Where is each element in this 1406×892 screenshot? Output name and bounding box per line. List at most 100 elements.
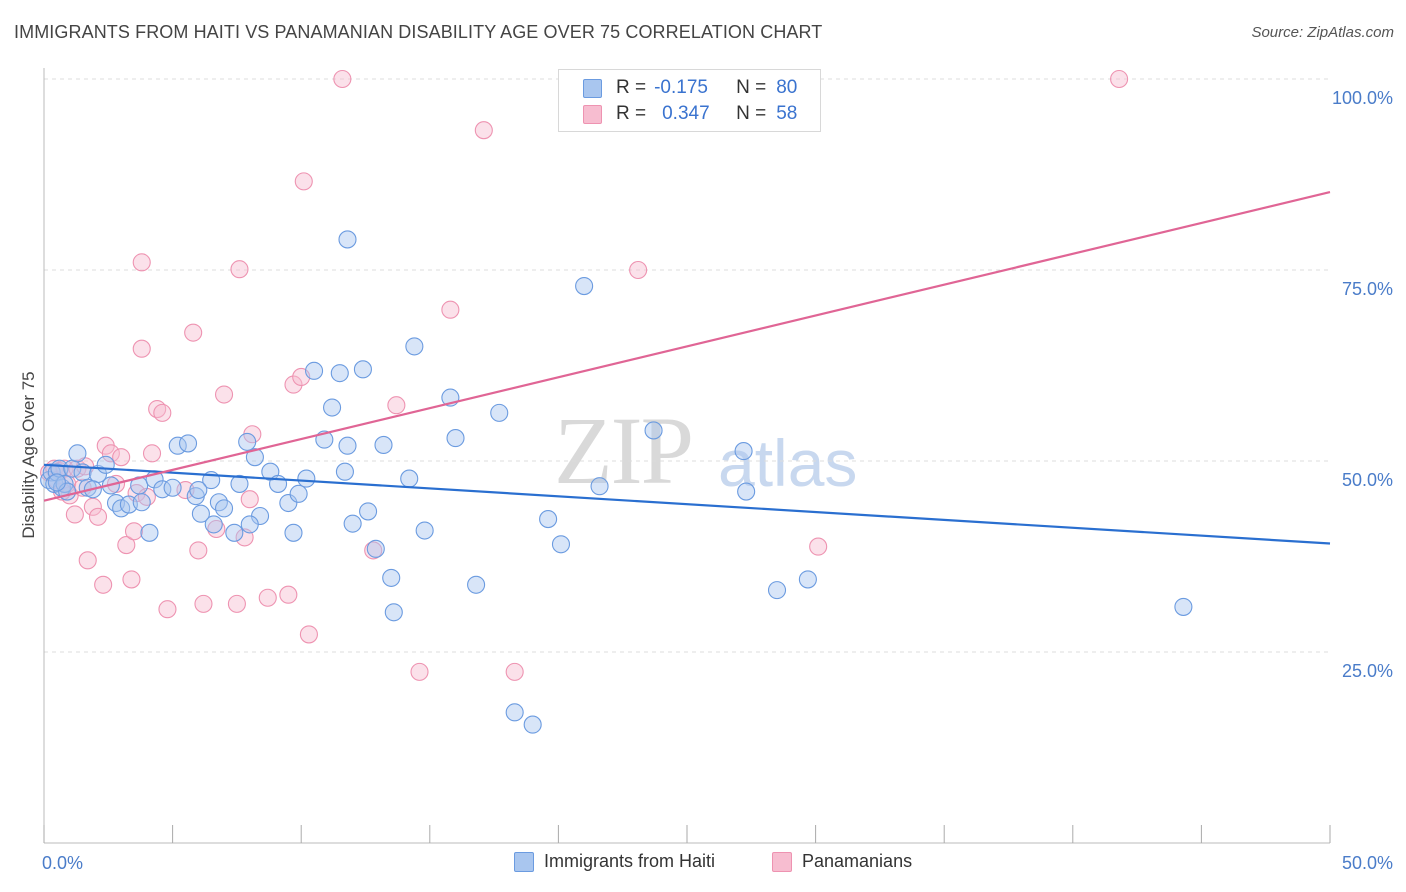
data-point xyxy=(474,121,493,140)
data-point xyxy=(333,69,352,89)
panama-swatch xyxy=(583,104,602,124)
data-point xyxy=(338,436,357,455)
data-point xyxy=(238,432,257,451)
gridlines xyxy=(44,78,1330,653)
legend-label-haiti: Immigrants from Haiti xyxy=(544,851,716,871)
data-point xyxy=(737,482,756,501)
n-label: N = xyxy=(736,103,767,124)
trend-line-haiti xyxy=(43,463,1331,545)
data-point xyxy=(132,253,151,272)
data-point xyxy=(65,505,84,524)
data-point xyxy=(189,541,208,560)
n-label: N = xyxy=(736,77,767,98)
data-point xyxy=(798,570,817,589)
y-tick-label: 50.0% xyxy=(1342,470,1393,490)
legend-item-haiti: Immigrants from Haiti xyxy=(514,851,715,872)
data-point xyxy=(83,497,102,516)
x-tick-label: 50.0% xyxy=(1342,853,1393,873)
data-point xyxy=(323,398,342,417)
trend-line-panama xyxy=(43,191,1331,502)
data-point xyxy=(467,575,486,594)
data-point xyxy=(441,300,460,319)
data-point xyxy=(523,715,542,734)
data-point xyxy=(132,493,151,512)
data-point xyxy=(294,172,313,191)
data-point xyxy=(178,434,198,453)
data-point xyxy=(297,469,316,488)
data-point xyxy=(47,473,66,492)
data-point xyxy=(117,535,136,555)
panama-swatch xyxy=(772,851,792,872)
data-point xyxy=(184,323,203,342)
data-point xyxy=(191,504,210,523)
data-point xyxy=(505,662,524,681)
data-point xyxy=(767,581,787,600)
data-point xyxy=(338,230,357,249)
data-point xyxy=(305,361,324,380)
data-point xyxy=(505,703,524,722)
data-point xyxy=(284,523,303,542)
data-point xyxy=(94,575,113,594)
data-point xyxy=(330,364,349,383)
data-point xyxy=(88,507,108,526)
y-tick-label: 25.0% xyxy=(1342,661,1393,681)
series-haiti xyxy=(40,230,1193,734)
trend-lines xyxy=(43,191,1331,545)
x-tick-label: 0.0% xyxy=(42,853,83,873)
data-point xyxy=(245,448,264,467)
data-point xyxy=(575,276,594,296)
data-point xyxy=(382,568,401,587)
data-point xyxy=(644,421,663,440)
watermark-atlas: atlas xyxy=(718,426,858,500)
data-point xyxy=(590,477,609,496)
data-point xyxy=(112,448,131,467)
data-point xyxy=(214,499,234,518)
data-point xyxy=(158,600,177,619)
data-point xyxy=(122,570,141,589)
data-point xyxy=(227,594,246,613)
data-point xyxy=(230,474,249,493)
haiti-swatch xyxy=(583,78,602,98)
data-point xyxy=(551,535,571,554)
data-point xyxy=(124,522,144,541)
r-label: R = xyxy=(616,77,647,98)
data-point xyxy=(240,515,259,534)
data-point xyxy=(189,480,208,500)
r-label: R = xyxy=(616,103,647,124)
n-value: 58 xyxy=(776,103,798,124)
data-point xyxy=(415,521,434,540)
data-point xyxy=(140,523,159,542)
data-point xyxy=(194,594,213,613)
data-point xyxy=(96,455,115,474)
y-tick-label: 100.0% xyxy=(1332,88,1393,108)
data-point xyxy=(387,396,406,415)
watermark-zip: ZIP xyxy=(554,397,694,504)
data-point xyxy=(78,551,97,570)
data-point xyxy=(240,490,259,509)
data-point xyxy=(446,429,465,448)
data-point xyxy=(289,484,308,503)
data-point xyxy=(809,537,828,556)
data-point xyxy=(279,585,298,604)
data-point xyxy=(539,510,558,529)
data-point xyxy=(405,337,424,356)
n-value: 80 xyxy=(776,77,798,98)
data-point xyxy=(734,442,753,461)
correlation-legend: R = -0.175 N = 80 R = 0.347 N = 58 xyxy=(558,69,821,132)
haiti-swatch xyxy=(514,851,534,872)
source-credit: Source: ZipAtlas.com xyxy=(1251,24,1394,41)
data-point xyxy=(279,493,298,513)
data-point xyxy=(204,515,223,534)
data-point xyxy=(284,375,303,394)
data-point xyxy=(1174,597,1193,616)
legend-label-panama: Panamanians xyxy=(802,851,913,871)
legend-row-panama: R = 0.347 N = 58 xyxy=(583,101,797,127)
legend-item-panama: Panamanians xyxy=(772,851,912,872)
data-point xyxy=(490,403,509,422)
data-point xyxy=(400,469,419,488)
data-point xyxy=(163,478,182,497)
series-panamanians xyxy=(40,69,1129,681)
tick-labels: 25.0% 50.0% 75.0% 100.0% 0.0% 50.0% xyxy=(42,88,1393,873)
axes xyxy=(43,68,1331,844)
